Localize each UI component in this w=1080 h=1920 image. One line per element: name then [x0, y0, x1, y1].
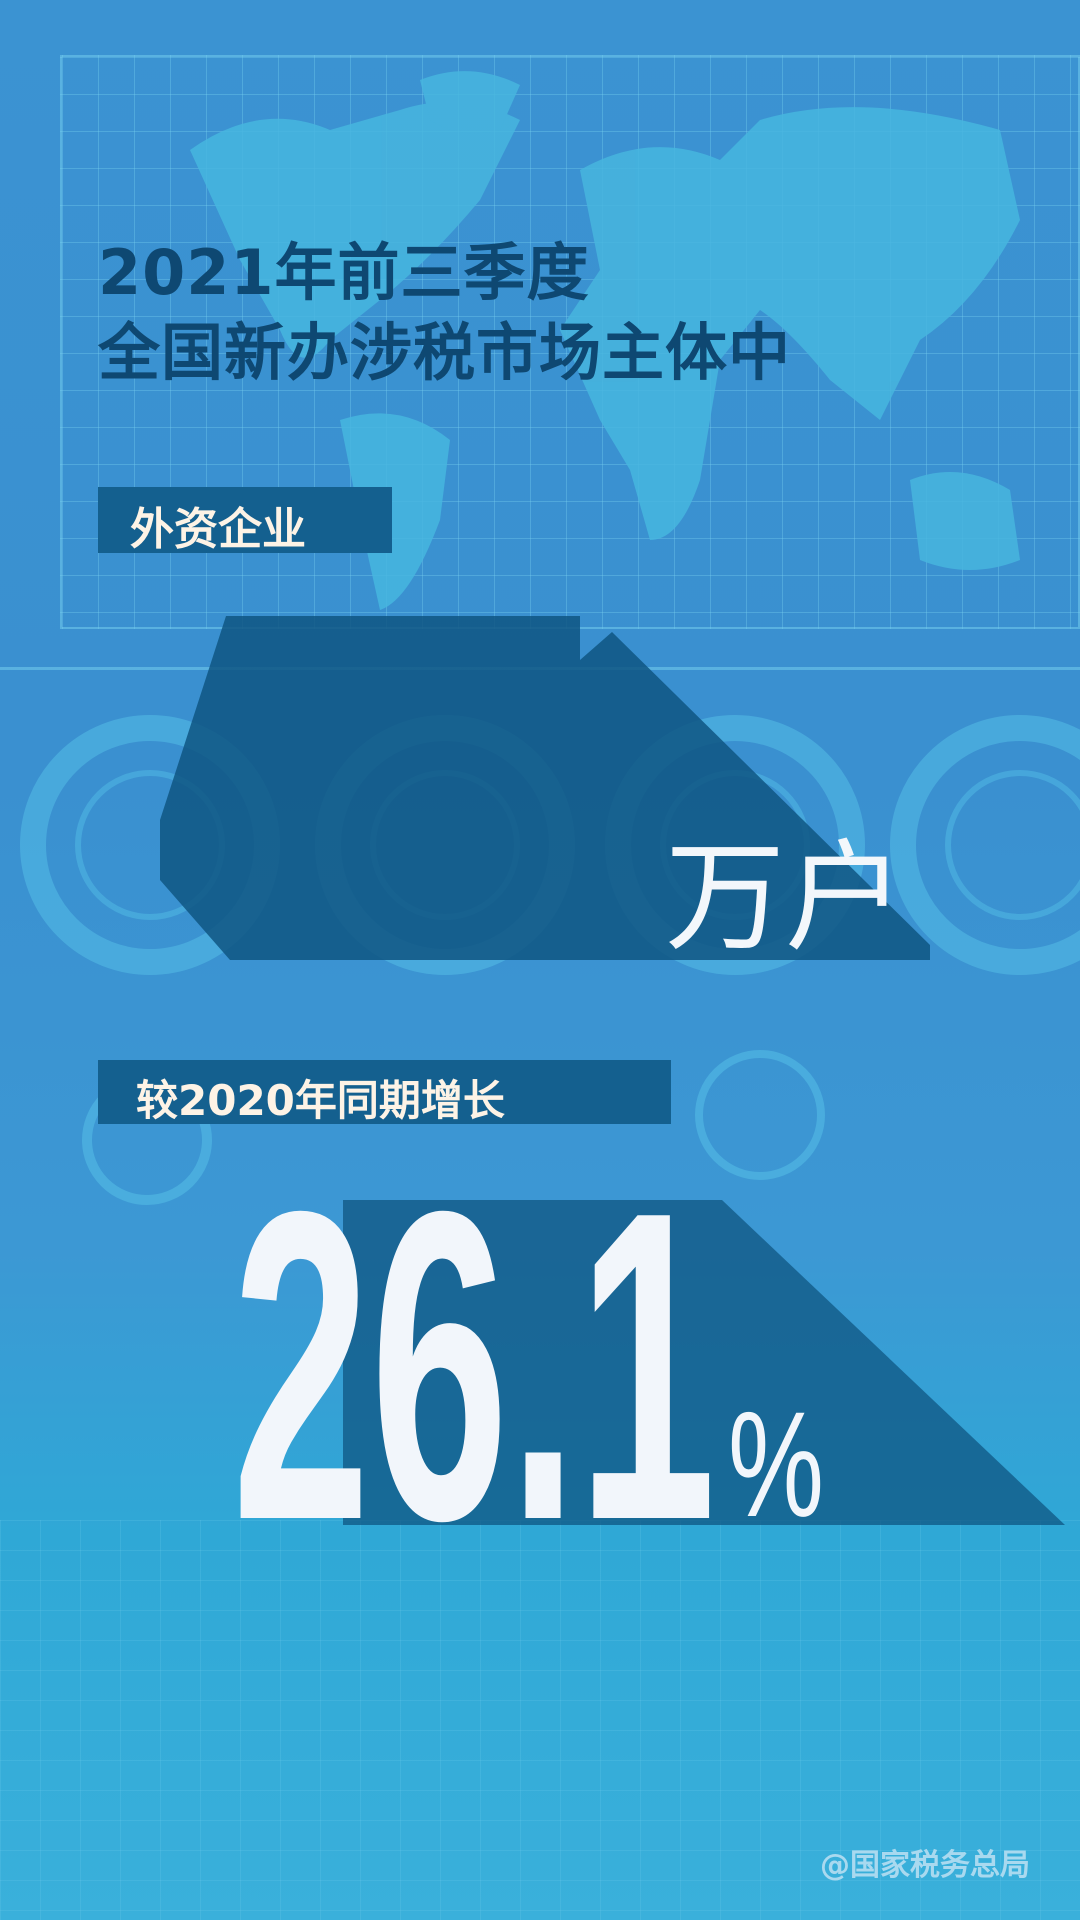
count-unit: 万户 — [665, 829, 905, 968]
growth-value: 26.1 — [232, 1150, 716, 1530]
dial-graphic — [890, 715, 1080, 975]
growth-label: 较2020年同期增长 — [98, 1060, 671, 1125]
title-line-2: 全国新办涉税市场主体中 — [98, 316, 792, 389]
watermark: @国家税务总局 — [820, 1848, 1030, 1883]
growth-unit: % — [728, 1380, 824, 1525]
category-tag: 外资企业 — [98, 487, 392, 555]
world-map-graphic — [190, 71, 1020, 610]
growth-value-graphic: 26.1 — [232, 1150, 716, 1530]
title-line-1: 2021年前三季度 — [98, 236, 590, 309]
chart-icon-graphic — [695, 1050, 825, 1180]
bottom-grid — [0, 1520, 1080, 1920]
growth-unit-graphic: % — [728, 1380, 824, 1525]
